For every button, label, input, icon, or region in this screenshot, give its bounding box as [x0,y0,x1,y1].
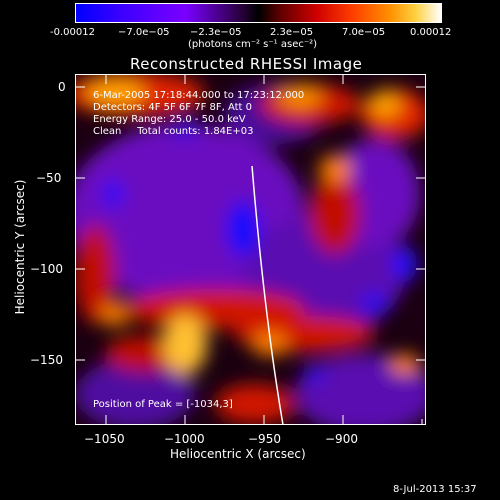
ytick-label-1: −50 [36,171,62,185]
colorbar-tick-4: 2.3e−05 [270,27,314,38]
colorbar-units: (photons cm⁻² s⁻¹ asec⁻²) [188,39,318,50]
xtick-label-1: −1000 [164,432,205,446]
annotation-energy-range: Energy Range: 25.0 - 50.0 keV [93,114,246,125]
ytick-label-3: −150 [30,353,63,367]
x-axis-label: Heliocentric X (arcsec) [170,447,306,461]
ytick-label-0: 0 [58,80,66,94]
ytick-label-2: −100 [30,262,63,276]
plot-title: Reconstructed RHESSI Image [130,55,363,73]
rhessi-image [75,74,426,425]
annotation-clean-counts: Clean Total counts: 1.84E+03 [93,126,254,137]
xtick-label-3: −900 [325,432,358,446]
annotation-time-range: 6-Mar-2005 17:18:44.000 to 17:23:12.000 [93,90,305,101]
colorbar-tick-6: 0.00012 [410,27,452,38]
colorbar-tick-2: −7.0e−05 [118,27,170,38]
annotation-detectors: Detectors: 4F 5F 6F 7F 8F, Att 0 [93,102,253,113]
colorbar-tick-1: -0.00012 [50,27,95,38]
xtick-label-2: −950 [248,432,281,446]
annotation-peak-position: Position of Peak = [-1034,3] [93,399,233,410]
y-axis-label: Heliocentric Y (arcsec) [13,179,27,315]
solar-limb-line [251,165,284,425]
footer-date: 8-Jul-2013 15:37 [393,484,477,495]
colorbar-tick-3: −2.3e−05 [190,27,242,38]
xtick-label-0: −1050 [84,432,125,446]
colorbar-tick-5: 7.0e−05 [342,27,386,38]
colorbar [75,3,442,23]
